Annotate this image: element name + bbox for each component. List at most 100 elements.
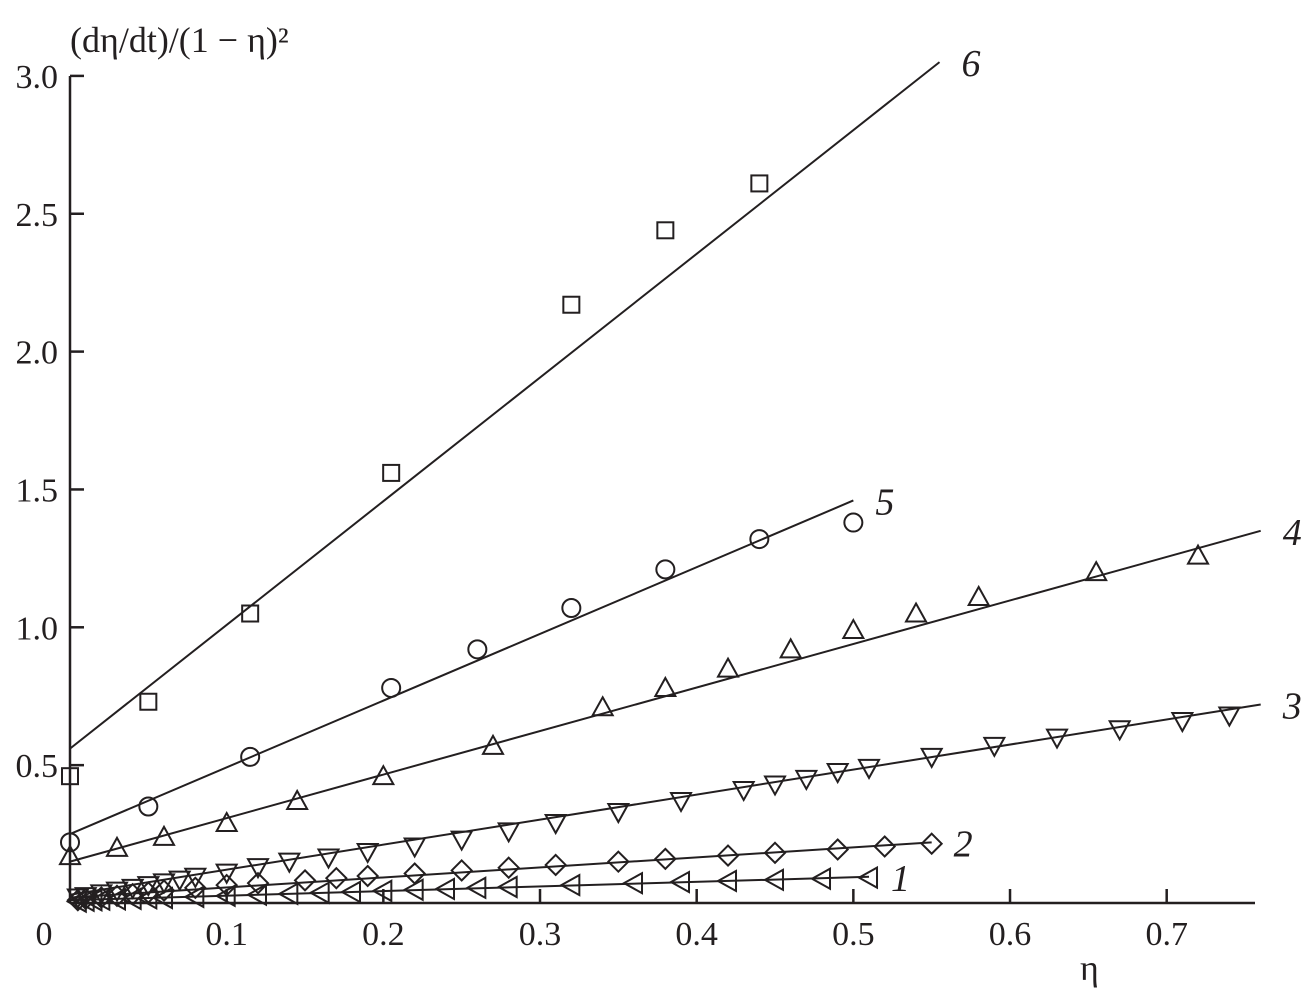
triangle-down-marker — [73, 887, 98, 909]
diamond-marker — [920, 832, 944, 856]
triangle-up-marker — [653, 675, 678, 697]
triangle-up-marker — [214, 810, 239, 833]
square-marker — [61, 767, 79, 786]
diamond-marker — [324, 866, 348, 890]
x-tick-label: 0.5 — [832, 916, 875, 953]
markers — [58, 174, 1242, 914]
series-label-6: 6 — [962, 43, 981, 85]
triangle-down-marker — [825, 763, 850, 785]
triangle-down-marker — [669, 791, 693, 814]
triangle-up-marker — [841, 617, 866, 640]
circle-marker — [749, 529, 770, 550]
fit-line-5 — [69, 499, 854, 835]
diamond-marker — [606, 850, 630, 874]
x-axis-label: η — [1080, 948, 1099, 988]
series-5-points — [60, 512, 864, 853]
triangle-up-marker — [966, 584, 991, 606]
series-label-1: 1 — [891, 858, 910, 900]
x-tick-label: 0.4 — [675, 916, 718, 953]
series-3-points — [66, 706, 1242, 910]
triangle-down-marker — [982, 736, 1007, 758]
diamond-marker — [152, 879, 176, 903]
series-label-5: 5 — [875, 481, 894, 523]
y-tick-label: 0.5 — [16, 748, 59, 785]
circle-marker — [843, 512, 864, 533]
square-marker — [139, 692, 158, 711]
triangle-down-marker — [1217, 706, 1242, 728]
triangle-left-marker — [277, 882, 299, 906]
triangle-left-marker — [715, 869, 738, 893]
diamond-marker — [497, 856, 521, 880]
triangle-left-marker — [668, 870, 691, 894]
circle-marker — [655, 559, 676, 580]
triangle-left-marker — [465, 876, 487, 900]
triangle-up-marker — [58, 844, 82, 866]
triangle-up-marker — [285, 788, 309, 810]
x-tick-label: 0.3 — [519, 916, 562, 953]
diamond-marker — [183, 876, 207, 900]
triangle-up-marker — [1186, 543, 1210, 565]
circle-marker — [467, 639, 488, 660]
fit-line-6 — [69, 61, 941, 750]
triangle-down-marker — [857, 758, 881, 780]
triangle-up-marker — [904, 601, 928, 623]
triangle-up-marker — [371, 764, 396, 786]
triangle-left-marker — [496, 875, 518, 899]
triangle-up-marker — [590, 695, 615, 717]
series-4-points — [58, 543, 1210, 866]
y-tick-label: 2.0 — [16, 335, 59, 372]
triangle-down-marker — [355, 842, 380, 865]
triangle-left-marker — [308, 881, 330, 905]
y-tick-label: 3.0 — [16, 59, 59, 96]
triangle-up-marker — [152, 824, 176, 846]
x-tick-label: 0.1 — [205, 916, 248, 953]
triangle-down-marker — [449, 830, 474, 852]
triangle-down-marker — [606, 803, 631, 825]
square-marker — [382, 463, 401, 482]
circle-marker — [138, 796, 159, 817]
triangle-left-marker — [151, 886, 174, 910]
square-marker — [656, 221, 675, 240]
triangle-left-marker — [371, 879, 393, 903]
y-tick-label: 1.0 — [16, 610, 59, 647]
triangle-down-marker — [214, 863, 239, 885]
triangle-down-marker — [246, 858, 270, 880]
triangle-left-marker — [245, 883, 268, 907]
triangle-down-marker — [543, 814, 568, 836]
triangle-left-marker — [762, 868, 785, 892]
series-labels: 1 2 3 4 5 6 — [875, 43, 1301, 900]
triangle-down-marker — [152, 873, 176, 895]
triangle-down-marker — [277, 852, 302, 874]
series-6-points — [61, 174, 769, 786]
triangle-up-marker — [716, 656, 740, 678]
ticks — [70, 74, 1168, 903]
triangle-up-marker — [1084, 560, 1108, 582]
diamond-marker — [215, 873, 239, 897]
triangle-down-marker — [105, 881, 129, 903]
triangle-down-marker — [136, 876, 161, 898]
series-label-2: 2 — [954, 823, 973, 865]
x-tick-label: 0.7 — [1145, 916, 1188, 953]
circle-marker — [60, 832, 80, 853]
series-label-4: 4 — [1283, 512, 1302, 554]
x-tick-label: 0.2 — [362, 916, 405, 953]
triangle-down-marker — [66, 888, 90, 910]
series-label-3: 3 — [1282, 685, 1302, 727]
diamond-marker — [450, 859, 474, 882]
x-tick-label: 0 — [36, 916, 53, 953]
triangle-down-marker — [1170, 712, 1195, 734]
series-1-points — [65, 865, 879, 914]
triangle-left-marker — [339, 880, 362, 904]
triangle-left-marker — [809, 867, 832, 891]
triangle-up-marker — [778, 637, 803, 659]
triangle-up-marker — [481, 733, 505, 755]
x-tick-label: 0.6 — [989, 916, 1032, 953]
tick-labels: 0 0.1 0.2 0.3 0.4 0.5 0.6 0.7 0.5 1.0 1.5 2.0 2.5 3.0 — [16, 59, 1188, 953]
diamond-marker — [544, 853, 568, 877]
circle-marker — [240, 746, 261, 767]
triangle-left-marker — [183, 885, 205, 909]
triangle-down-marker — [1045, 728, 1069, 750]
triangle-down-marker — [1107, 720, 1132, 742]
circle-marker — [561, 598, 582, 619]
